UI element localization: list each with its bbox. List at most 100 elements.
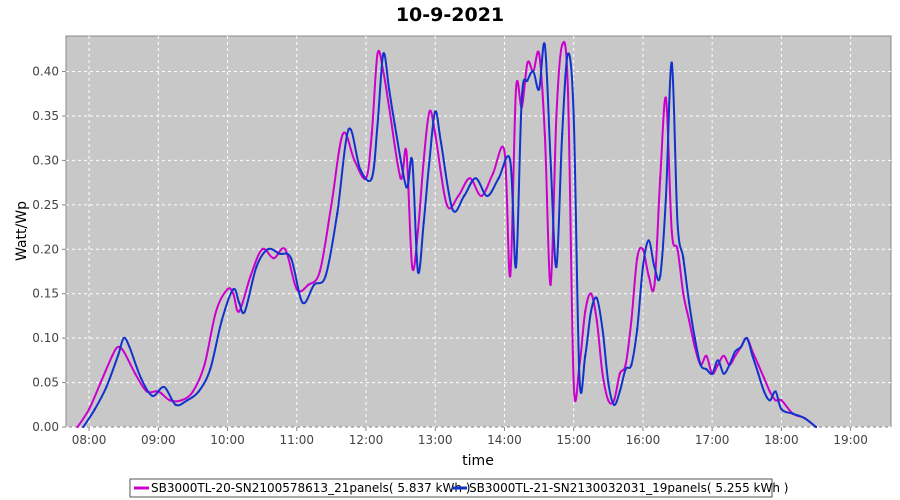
data-point [624, 368, 627, 371]
data-point [584, 310, 587, 313]
data-point [791, 412, 794, 415]
data-point [272, 257, 275, 260]
data-point [751, 354, 754, 357]
data-point [543, 132, 546, 135]
data-point [572, 381, 575, 384]
data-point [780, 408, 783, 411]
data-point [232, 288, 235, 291]
data-point [445, 203, 448, 206]
data-point [630, 363, 633, 366]
data-point [336, 212, 339, 215]
data-point [653, 266, 656, 268]
data-point [116, 354, 119, 357]
x-tick-label: 10:00 [210, 433, 245, 447]
data-point [457, 195, 460, 197]
data-point [88, 408, 91, 411]
data-point [693, 346, 696, 348]
x-tick-label: 11:00 [279, 433, 314, 447]
data-point [549, 283, 552, 286]
data-point [636, 328, 639, 331]
data-point [324, 274, 327, 277]
data-point [665, 97, 667, 100]
y-tick-label: 0.00 [32, 420, 59, 434]
series-lines [76, 40, 817, 428]
y-tick-label: 0.35 [32, 109, 59, 123]
data-point [313, 283, 316, 286]
x-tick-label: 17:00 [695, 433, 730, 447]
y-tick-label: 0.40 [32, 65, 59, 79]
data-point [451, 208, 454, 211]
data-point [111, 354, 114, 357]
legend-entry-series-1: SB3000TL-20-SN2100578613_21panels( 5.837… [151, 481, 470, 495]
data-point [434, 110, 437, 113]
data-point [641, 248, 644, 251]
data-point [382, 52, 385, 55]
data-point [526, 79, 529, 82]
y-tick-label: 0.10 [32, 331, 59, 345]
data-point [716, 359, 719, 362]
data-point [653, 283, 656, 286]
data-point [705, 354, 708, 357]
data-point [590, 310, 592, 313]
data-point [618, 372, 621, 375]
data-point [232, 292, 235, 295]
data-point [659, 274, 662, 277]
data-point [711, 372, 714, 375]
data-point [676, 221, 679, 224]
data-point [301, 301, 304, 304]
data-point [595, 319, 598, 322]
data-point [624, 363, 627, 366]
data-point [116, 346, 119, 348]
data-point [140, 377, 142, 380]
data-point [405, 150, 408, 153]
data-point [122, 350, 125, 353]
data-point [630, 319, 633, 322]
data-point [815, 426, 817, 428]
data-point [566, 52, 569, 55]
data-point [538, 88, 541, 91]
data-point [290, 257, 292, 260]
data-point [734, 350, 737, 353]
data-point [463, 195, 466, 197]
data-point [261, 248, 264, 251]
data-point [561, 43, 564, 46]
data-point [584, 354, 587, 357]
data-point [682, 257, 685, 260]
data-point [399, 177, 402, 180]
data-point [209, 368, 212, 371]
data-point [405, 186, 408, 189]
data-point [561, 132, 564, 135]
data-point [555, 266, 558, 268]
data-point [215, 310, 217, 313]
y-axis-ticks: 0.00 0.05 0.10 0.15 0.20 0.25 0.30 0.35 0.40 [32, 65, 66, 434]
data-point [728, 363, 731, 366]
x-tick-label: 12:00 [349, 433, 384, 447]
data-point [578, 377, 581, 380]
data-point [774, 390, 777, 393]
data-point [486, 195, 489, 197]
data-point [601, 372, 604, 375]
x-axis-label: time [462, 453, 494, 469]
y-tick-label: 0.05 [32, 376, 59, 390]
data-point [509, 159, 512, 162]
x-tick-label: 15:00 [556, 433, 591, 447]
data-point [607, 399, 610, 402]
y-tick-label: 0.30 [32, 153, 59, 167]
x-axis-ticks: 08:00 09:00 10:00 11:00 12:00 13:00 14:00 15:00… [72, 427, 868, 447]
data-point [411, 266, 414, 268]
data-point [434, 132, 437, 135]
data-point [422, 159, 425, 162]
data-point [520, 97, 523, 100]
data-point [168, 399, 171, 402]
data-point [411, 159, 414, 162]
data-point [716, 363, 719, 366]
data-point [151, 394, 154, 397]
data-point [515, 266, 517, 268]
data-point [238, 301, 241, 304]
data-point [613, 403, 616, 406]
x-tick-label: 14:00 [487, 433, 522, 447]
data-point [682, 292, 685, 295]
data-point [740, 346, 742, 348]
data-point [376, 123, 379, 126]
data-point [613, 399, 616, 402]
